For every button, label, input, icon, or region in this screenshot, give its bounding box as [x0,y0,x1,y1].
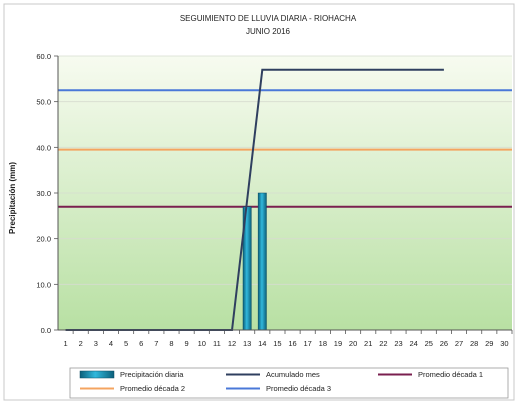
x-tick-label: 27 [455,339,463,348]
y-tick-label: 0.0 [41,326,51,335]
x-tick-label: 8 [169,339,173,348]
grid-lines [58,55,512,285]
x-tick-label: 13 [243,339,251,348]
y-tick-label: 30.0 [36,189,51,198]
legend-label: Promedio década 3 [266,384,331,393]
legend-swatch [79,370,115,379]
legend: Precipitación diaria Acumulado mes Promedi… [69,367,509,399]
y-tick-label: 50.0 [36,98,51,107]
y-axis-label: Precipitación (mm) [8,162,17,234]
x-tick-label: 23 [394,339,402,348]
x-tick-label: 22 [379,339,387,348]
legend-label: Acumulado mes [266,370,320,379]
x-tick-label: 30 [500,339,508,348]
x-tick-label: 3 [94,339,98,348]
x-tick-label: 7 [154,339,158,348]
chart-title: SEGUIMIENTO DE LLUVIA DIARIA - RIOHACHA [180,14,357,23]
y-tick-label: 10.0 [36,280,51,289]
x-tick-label: 14 [258,339,266,348]
x-tick-label: 17 [304,339,312,348]
x-tick-label: 16 [288,339,296,348]
x-tick-label: 24 [409,339,417,348]
x-tick-label: 25 [425,339,433,348]
legend-label: Promedio década 1 [418,370,483,379]
x-tick-label: 4 [109,339,113,348]
bar [257,192,267,331]
x-tick-label: 5 [124,339,128,348]
x-tick-label: 19 [334,339,342,348]
x-tick-label: 21 [364,339,372,348]
x-tick-label: 11 [213,339,221,348]
x-tick-label: 1 [63,339,67,348]
x-tick-label: 28 [470,339,478,348]
y-tick-label: 40.0 [36,143,51,152]
legend-label: Promedio década 2 [120,384,185,393]
x-tick-label: 9 [185,339,189,348]
y-axis-ticks: 0.0 10.0 20.0 30.0 40.0 50.0 60.0 [36,52,58,335]
x-tick-label: 18 [319,339,327,348]
x-tick-label: 10 [198,339,206,348]
legend-label: Precipitación diaria [120,370,184,379]
x-tick-label: 12 [228,339,236,348]
x-tick-label: 15 [273,339,281,348]
x-tick-label: 6 [139,339,143,348]
y-tick-label: 20.0 [36,235,51,244]
y-tick-label: 60.0 [36,52,51,61]
x-tick-label: 2 [79,339,83,348]
x-tick-label: 20 [349,339,357,348]
legend-box [69,367,509,399]
x-tick-label: 26 [440,339,448,348]
chart-subtitle: JUNIO 2016 [246,27,291,36]
x-tick-label: 29 [485,339,493,348]
